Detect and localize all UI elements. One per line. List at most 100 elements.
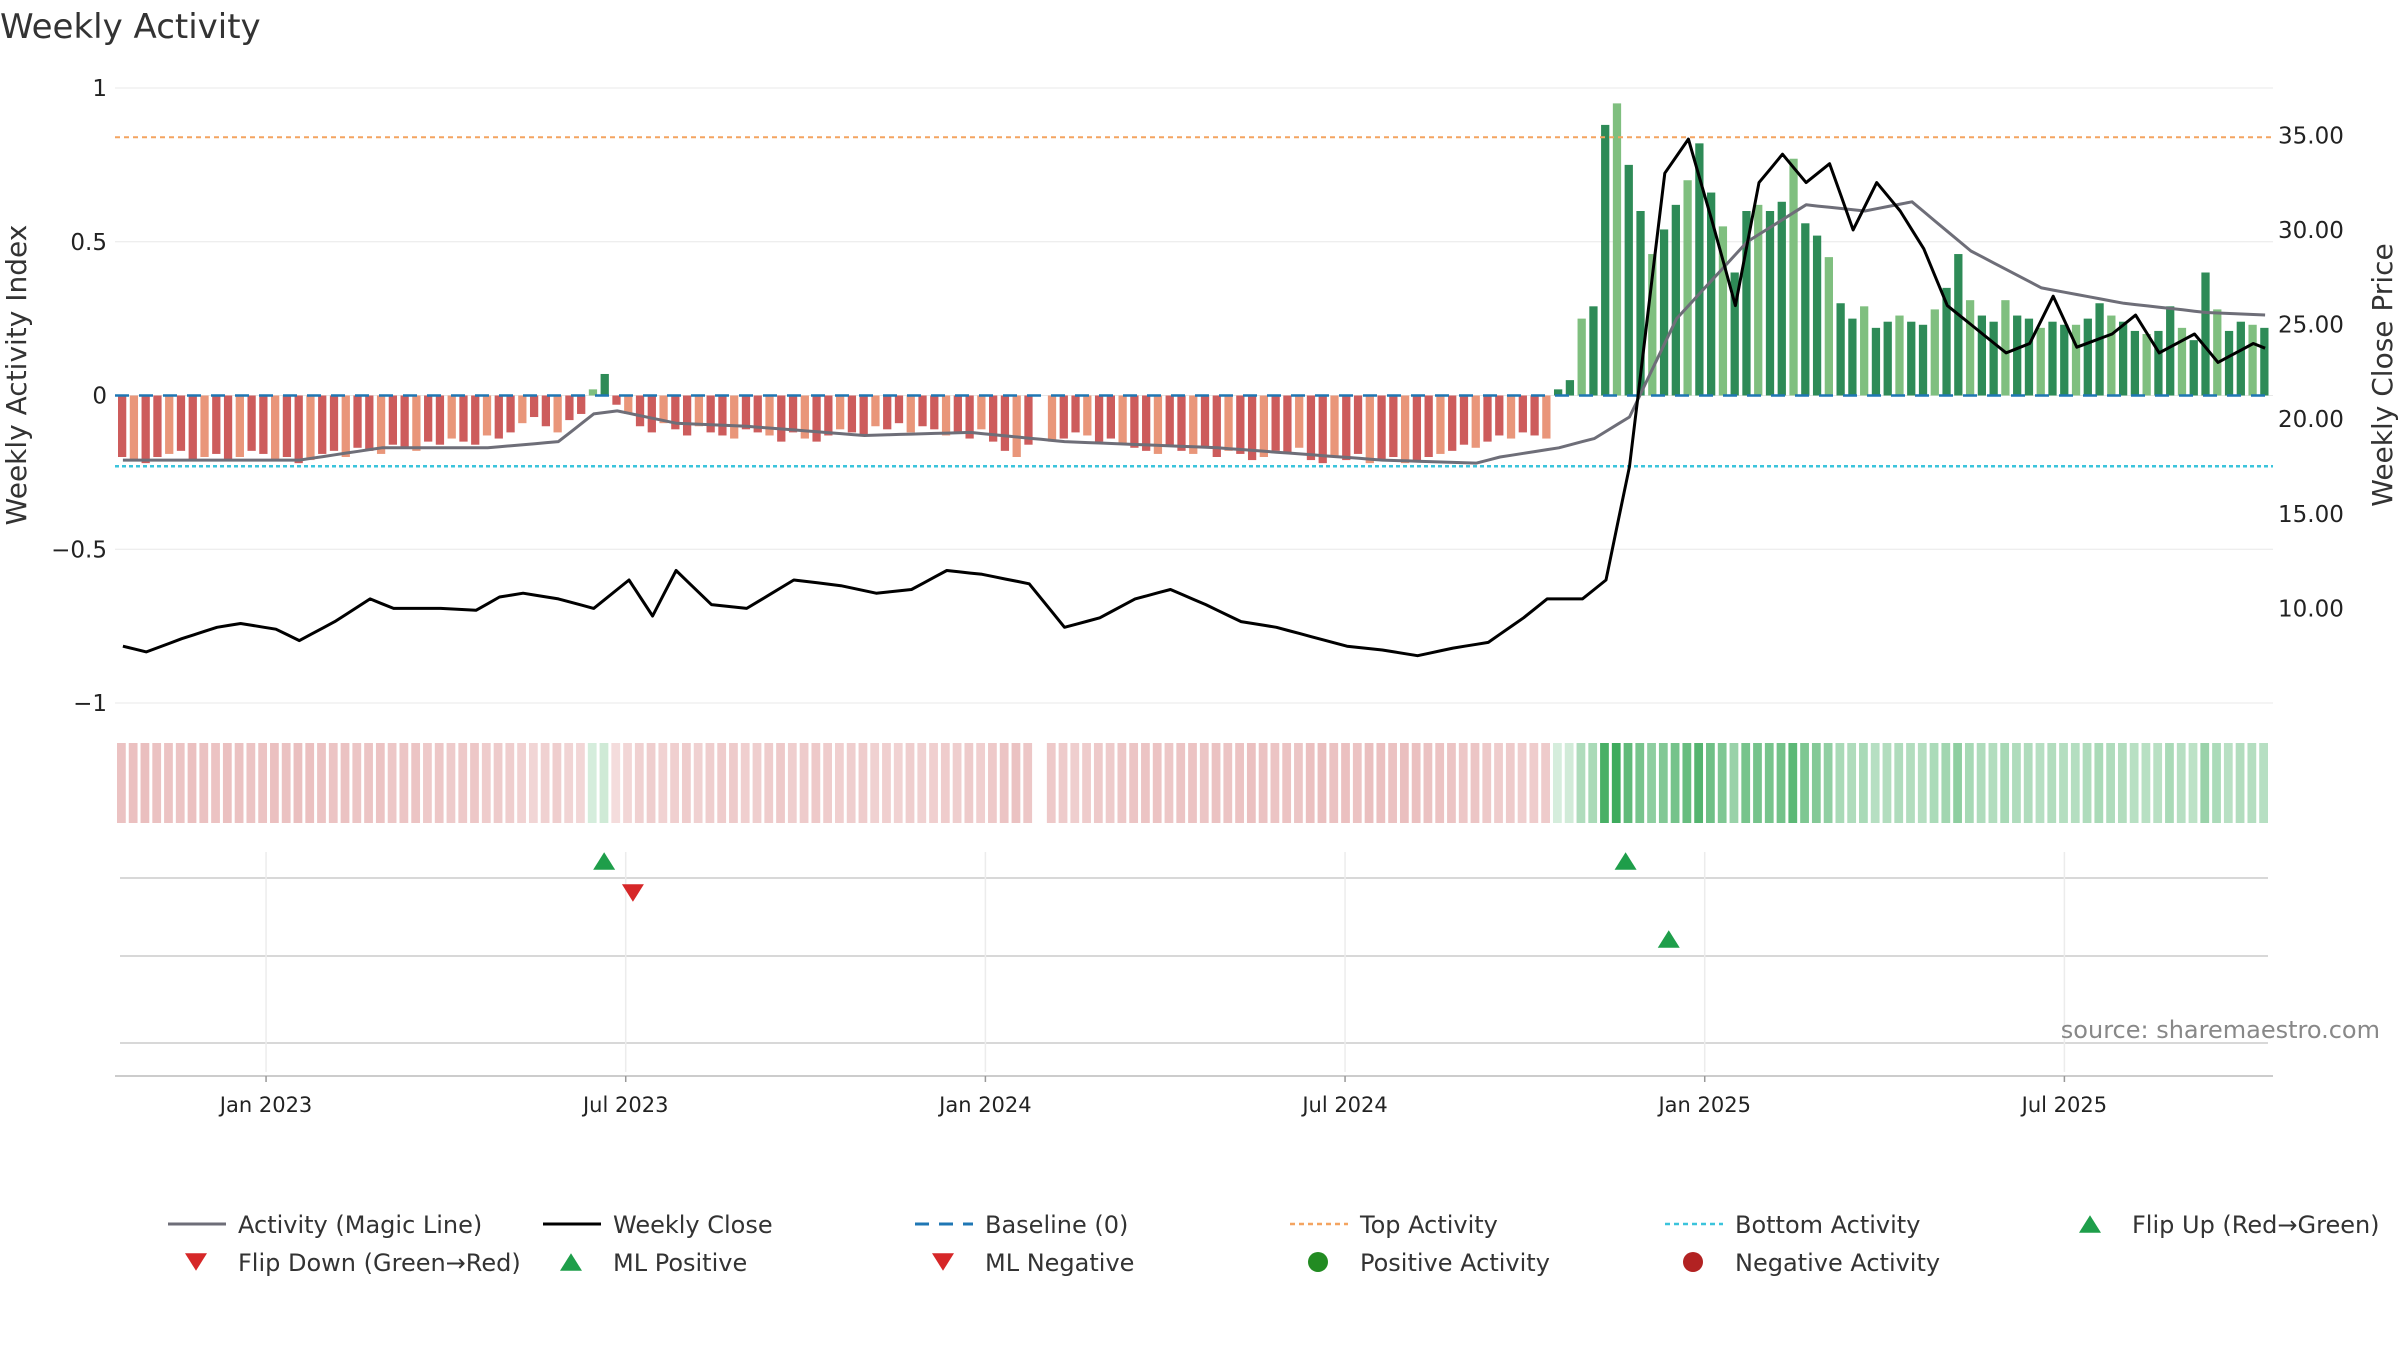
activity-strip-cell bbox=[599, 743, 609, 823]
activity-strip-cell bbox=[658, 743, 668, 823]
positive-activity-bar bbox=[1965, 300, 1975, 396]
negative-activity-bar bbox=[1130, 395, 1139, 448]
legend: Activity (Magic Line) Weekly Close Baselin… bbox=[168, 1211, 2380, 1277]
positive-activity-bar bbox=[1589, 306, 1598, 396]
activity-strip-cell bbox=[1070, 743, 1080, 823]
activity-strip-cell bbox=[1870, 743, 1880, 823]
negative-activity-bar bbox=[506, 395, 515, 433]
negative-activity-bar bbox=[671, 395, 680, 430]
activity-strip-cell bbox=[587, 743, 597, 823]
positive-activity-bar bbox=[600, 373, 609, 396]
activity-strip-cell bbox=[1800, 743, 1809, 823]
negative-activity-bar bbox=[883, 395, 892, 430]
y2-axis-label: Weekly Close Price bbox=[2366, 243, 2399, 506]
y-axis-label: Weekly Activity Index bbox=[0, 225, 33, 526]
activity-strip-cell bbox=[1976, 743, 1986, 823]
activity-strip-cell bbox=[823, 743, 832, 823]
activity-strip-cell bbox=[846, 743, 856, 823]
y-tick-label: 1 bbox=[92, 76, 107, 102]
negative-activity-bar bbox=[1283, 395, 1292, 454]
negative-activity-bar bbox=[965, 395, 974, 439]
positive-activity-bar bbox=[2213, 309, 2222, 396]
activity-strip-cell bbox=[729, 743, 738, 823]
activity-strip-cell bbox=[152, 743, 162, 823]
activity-strip-cell bbox=[1658, 743, 1668, 823]
positive-activity-bar bbox=[2177, 327, 2187, 396]
activity-strip-cell bbox=[1364, 743, 1374, 823]
activity-strip-cell bbox=[1553, 743, 1562, 823]
source-credit: source: sharemaestro.com bbox=[2061, 1016, 2380, 1044]
activity-strip-cell bbox=[1270, 743, 1280, 823]
activity-strip-cell bbox=[1917, 743, 1927, 823]
activity-magic-line bbox=[122, 200, 2266, 465]
positive-activity-bar bbox=[1860, 306, 1869, 396]
activity-strip-cell bbox=[1188, 743, 1197, 823]
flip-up-marker bbox=[593, 852, 616, 870]
x-tick-label: Jul 2024 bbox=[1300, 1093, 1387, 1117]
negative-activity-bar bbox=[1424, 395, 1433, 457]
legend-label: Activity (Magic Line) bbox=[238, 1211, 482, 1239]
negative-activity-bar bbox=[1365, 395, 1374, 464]
positive-activity-bar bbox=[1930, 309, 1939, 396]
negative-activity-bar bbox=[1012, 395, 1021, 457]
negative-activity-bar bbox=[1353, 395, 1363, 454]
positive-activity-bar bbox=[2189, 340, 2198, 396]
activity-strip-cell bbox=[458, 743, 468, 823]
activity-strip-cell bbox=[1635, 743, 1645, 823]
activity-strip-cell bbox=[1764, 743, 1774, 823]
activity-strip-cell bbox=[399, 743, 409, 823]
activity-strip-cell bbox=[434, 743, 444, 823]
activity-heat-strip bbox=[117, 743, 2268, 823]
legend-swatch-triangle bbox=[185, 1253, 207, 1271]
negative-activity-bar bbox=[1448, 395, 1457, 451]
activity-strip-cell bbox=[564, 743, 574, 823]
activity-strip-cell bbox=[2200, 743, 2210, 823]
negative-activity-bar bbox=[188, 395, 197, 461]
positive-activity-bar bbox=[2024, 318, 2034, 396]
positive-activity-bar bbox=[2118, 321, 2128, 396]
activity-strip-cell bbox=[1176, 743, 1186, 823]
chart-title: Weekly Activity bbox=[0, 7, 261, 47]
activity-strip-cell bbox=[1317, 743, 1327, 823]
activity-strip-cell bbox=[1882, 743, 1892, 823]
positive-activity-bar bbox=[1648, 254, 1657, 396]
positive-activity-bar bbox=[1989, 321, 1998, 396]
activity-strip-cell bbox=[882, 743, 891, 823]
negative-activity-bar bbox=[1518, 395, 1527, 433]
activity-strip-cell bbox=[858, 743, 868, 823]
negative-activity-bar bbox=[1271, 395, 1280, 451]
positive-activity-bar bbox=[1601, 124, 1610, 396]
negative-activity-bar bbox=[318, 395, 327, 454]
activity-strip-cell bbox=[1906, 743, 1915, 823]
y2-tick-label: 10.00 bbox=[2278, 596, 2344, 622]
positive-activity-bar bbox=[1565, 380, 1575, 396]
x-tick-label: Jan 2025 bbox=[1656, 1093, 1751, 1117]
negative-activity-bar bbox=[953, 395, 962, 433]
activity-strip-cell bbox=[1623, 743, 1633, 823]
legend-swatch-triangle bbox=[560, 1253, 582, 1271]
negative-activity-bar bbox=[1389, 395, 1398, 457]
activity-strip-cell bbox=[164, 743, 173, 823]
positive-activity-bar bbox=[2236, 321, 2245, 396]
activity-strip-cell bbox=[175, 743, 185, 823]
activity-strip-cell bbox=[222, 743, 232, 823]
y-tick-label: 0.5 bbox=[70, 230, 107, 256]
y2-tick-label: 30.00 bbox=[2278, 218, 2344, 244]
negative-activity-bar bbox=[918, 395, 927, 427]
y2-tick-label: 25.00 bbox=[2278, 313, 2344, 339]
positive-activity-bar bbox=[2201, 272, 2210, 396]
activity-strip-cell bbox=[1294, 743, 1303, 823]
negative-activity-bar bbox=[1459, 395, 1469, 445]
negative-activity-bar bbox=[1471, 395, 1480, 448]
negative-activity-bar bbox=[565, 395, 574, 421]
activity-strip-cell bbox=[1988, 743, 1998, 823]
positive-activity-bar bbox=[1671, 204, 1680, 396]
activity-strip-cell bbox=[2141, 743, 2151, 823]
positive-activity-bar bbox=[1624, 164, 1633, 396]
negative-activity-bar bbox=[1189, 395, 1198, 454]
negative-activity-bar bbox=[1047, 395, 1057, 442]
positive-activity-bar bbox=[1765, 211, 1775, 396]
activity-strip-cell bbox=[1847, 743, 1857, 823]
reference-lines bbox=[115, 136, 2273, 468]
negative-activity-bar bbox=[1153, 395, 1163, 454]
